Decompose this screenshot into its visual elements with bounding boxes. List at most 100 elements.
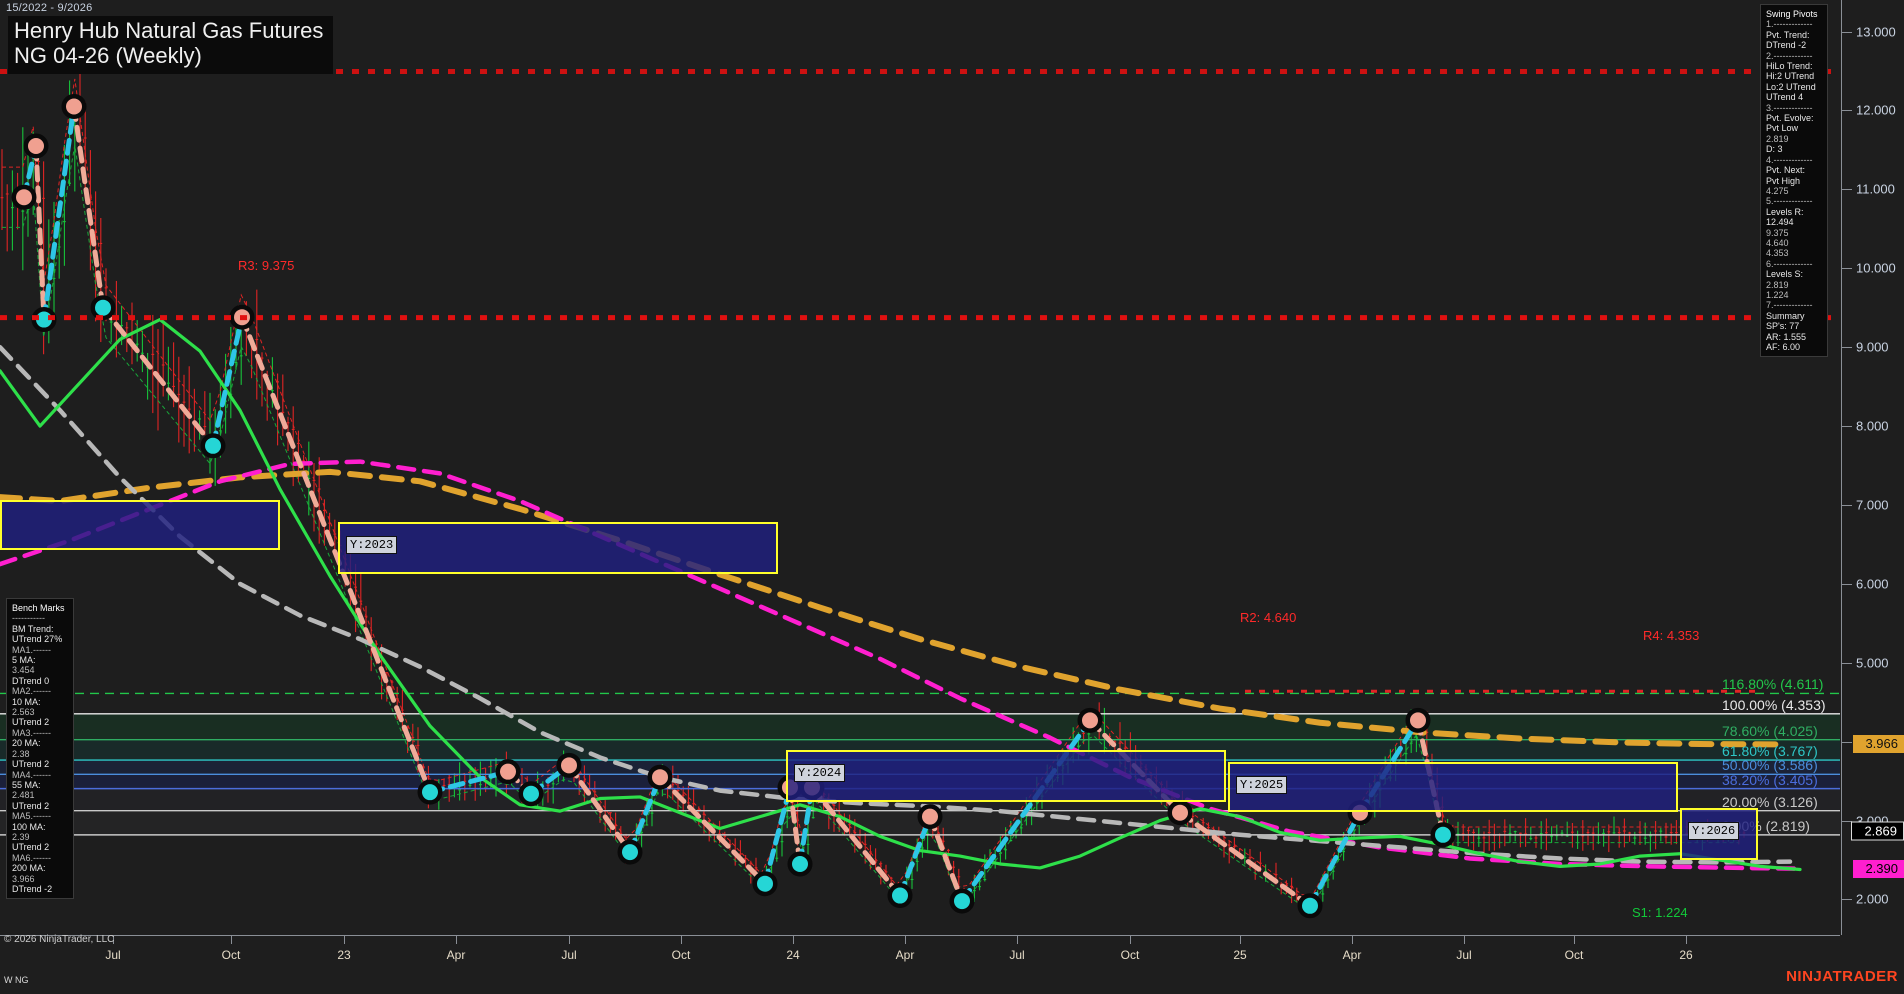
swing-pivot-marker	[1430, 822, 1456, 848]
swing-pivot-marker	[556, 752, 582, 778]
fib-level-label: 78.60% (4.025)	[1722, 722, 1818, 739]
time-tick-label: Apr	[1342, 948, 1362, 962]
panel-line: UTrend 2	[12, 717, 50, 728]
fib-level-label: 100.00% (4.353)	[1722, 696, 1826, 713]
swing-pivot-marker	[949, 888, 975, 914]
panel-line: 7.-------------	[1766, 300, 1813, 311]
time-tick-label: Jul	[105, 948, 121, 962]
price-tick-label: 2.000	[1856, 891, 1889, 907]
chart-title-box: Henry Hub Natural Gas Futures NG 04-26 (…	[8, 16, 334, 74]
time-tick	[793, 935, 794, 944]
ninjatrader-brand-logo: NINJATRADER	[1786, 968, 1898, 985]
year-region-2023[interactable]	[338, 522, 778, 574]
time-axis[interactable]: Jul Oct 23 Apr Jul Oct 24 Apr Jul Oct 25 Apr Jul Oct 2…	[0, 935, 1840, 994]
bench-marks-panel[interactable]: Bench Marks ----------- BM Trend: UTrend 27…	[6, 598, 74, 900]
price-tick	[1842, 504, 1852, 506]
panel-line: Hi:2 UTrend	[1766, 71, 1815, 82]
instrument-tag-label: W NG	[4, 975, 29, 985]
time-tick	[1574, 935, 1575, 944]
panel-line: BM Trend:	[12, 623, 54, 634]
time-tick	[1130, 935, 1131, 944]
panel-line: HiLo Trend:	[1766, 61, 1813, 72]
swing-pivot-marker	[90, 295, 116, 321]
panel-line: MA6.------	[12, 852, 51, 863]
panel-line: 20 MA:	[12, 738, 41, 749]
time-tick-label: Apr	[446, 948, 466, 962]
panel-line: 6.-------------	[1766, 258, 1813, 269]
ma-magenta-tag[interactable]: 2.390	[1853, 859, 1904, 878]
price-tick	[1842, 662, 1852, 664]
panel-line: Summary	[1766, 310, 1805, 321]
time-axis-line	[0, 935, 1840, 936]
price-tick-label: 11.000	[1856, 181, 1895, 197]
panel-title: Swing Pivots	[1766, 9, 1818, 19]
swing-pivot-marker	[31, 307, 57, 333]
time-tick	[344, 935, 345, 944]
price-tick-label: 12.000	[1856, 102, 1896, 118]
panel-line: DTrend 0	[12, 675, 50, 686]
time-tick-label: 25	[1233, 948, 1247, 962]
swing-pivot-marker	[417, 779, 443, 805]
panel-line: 2.819	[1766, 279, 1789, 290]
swing-pivot-marker	[1405, 707, 1431, 733]
pivot-s1: S1: 1.224	[1632, 905, 1688, 920]
panel-line: 3.966	[12, 873, 35, 884]
panel-line: UTrend 2	[12, 759, 50, 770]
time-tick-label: Oct	[671, 948, 691, 962]
panel-line: Pvt High	[1766, 175, 1801, 186]
ma200-tag[interactable]: 3.966	[1853, 735, 1904, 754]
panel-line: UTrend 2	[12, 800, 50, 811]
time-tick-label: Jul	[1009, 948, 1025, 962]
panel-line: 2.481	[12, 790, 35, 801]
price-tick	[1842, 820, 1852, 822]
price-tick-label: 13.000	[1856, 24, 1896, 40]
panel-line: MA4.------	[12, 769, 51, 780]
panel-line: 5 MA:	[12, 655, 36, 666]
time-tick	[231, 935, 232, 944]
panel-line: 2.563	[12, 707, 35, 718]
price-axis[interactable]: 13.000 12.000 11.000 10.000 9.000 8.000 7.000 6…	[1840, 0, 1904, 935]
fib-level-label: 50.00% (3.586)	[1722, 757, 1818, 774]
time-tick	[905, 935, 906, 944]
swing-pivot-marker	[887, 883, 913, 909]
time-tick	[1686, 935, 1687, 944]
pivot-r2: R2: 4.640	[1240, 610, 1297, 625]
price-tick-label: 5.000	[1856, 655, 1889, 671]
panel-line: 3.454	[12, 665, 35, 676]
price-axis-line	[1841, 0, 1842, 935]
panel-line: Lo:2 UTrend	[1766, 81, 1816, 92]
fib-level-label: 20.00% (3.126)	[1722, 793, 1818, 810]
year-region-2024[interactable]	[786, 750, 1226, 802]
chart-plot-area[interactable]: 116.80% (4.611) 100.00% (4.353) 78.60% (4.…	[0, 0, 1840, 935]
swing-pivot-marker	[787, 851, 813, 877]
panel-line: 5.-------------	[1766, 196, 1813, 207]
price-tick	[1842, 31, 1852, 33]
panel-line: Pvt. Trend:	[1766, 29, 1810, 40]
time-tick	[456, 935, 457, 944]
panel-line: Pvt. Next:	[1766, 165, 1806, 176]
panel-line: 1.-------------	[1766, 19, 1813, 30]
panel-line: 2.39	[12, 831, 30, 842]
swing-pivot-marker	[23, 133, 49, 159]
time-tick	[681, 935, 682, 944]
panel-line: 4.275	[1766, 185, 1789, 196]
copyright-label: © 2026 NinjaTrader, LLC	[4, 934, 115, 945]
swing-pivot-marker	[752, 871, 778, 897]
time-tick-label: Oct	[1564, 948, 1584, 962]
time-tick-label: 23	[337, 948, 351, 962]
swing-pivot-marker	[61, 94, 87, 120]
swing-pivot-marker	[1167, 800, 1193, 826]
swing-pivots-panel[interactable]: Swing Pivots 1.------------- Pvt. Trend: DT…	[1760, 4, 1828, 358]
last-price-tag[interactable]: 2.869	[1851, 821, 1904, 841]
time-tick-label: Oct	[1120, 948, 1140, 962]
panel-line: MA2.------	[12, 686, 51, 697]
panel-line: 4.640	[1766, 237, 1789, 248]
panel-line: 4.-------------	[1766, 154, 1813, 165]
year-region-2025[interactable]	[1228, 762, 1678, 812]
panel-title: Bench Marks	[12, 603, 65, 613]
panel-line: 9.375	[1766, 227, 1789, 238]
year-region-2022[interactable]	[0, 500, 280, 550]
price-tick	[1842, 741, 1852, 743]
time-tick-label: 24	[786, 948, 800, 962]
panel-line: DTrend -2	[1766, 40, 1807, 51]
